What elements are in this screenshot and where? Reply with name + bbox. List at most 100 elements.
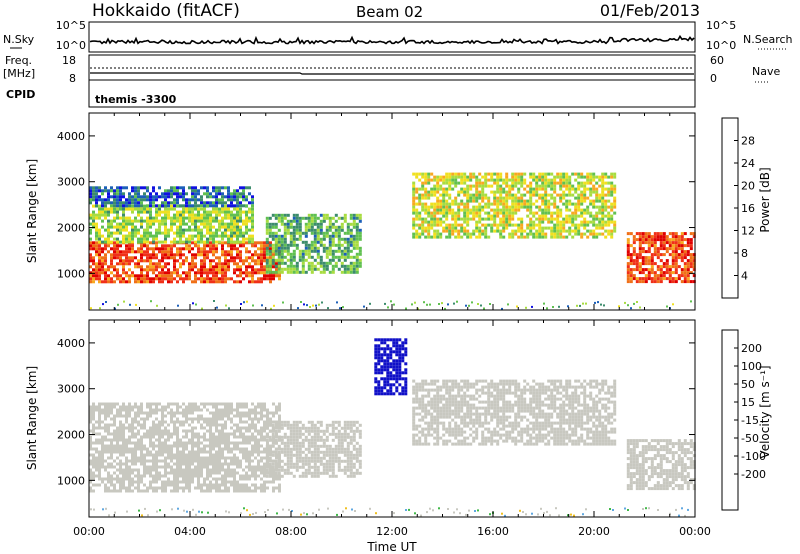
power-cell [586, 181, 590, 185]
power-cell [176, 271, 179, 275]
power-cell [140, 216, 143, 220]
power-cell [239, 204, 242, 208]
power-cell [179, 222, 182, 226]
power-cell [520, 235, 524, 239]
power-cell [248, 250, 251, 254]
velocity-cell [274, 468, 278, 472]
velocity-cell [277, 462, 281, 466]
power-cell [511, 223, 515, 227]
power-cell [128, 280, 131, 284]
power-cell [233, 195, 236, 199]
power-cell [448, 181, 452, 185]
power-cell [182, 210, 185, 214]
power-cell [152, 271, 155, 275]
velocity-cell [98, 468, 101, 472]
power-cell [149, 225, 152, 229]
power-cell [568, 187, 572, 191]
power-cell [496, 205, 500, 209]
power-cell [331, 234, 335, 238]
power-cell [346, 225, 350, 229]
power-cell [424, 226, 428, 230]
power-cell [546, 307, 548, 310]
power-cell [577, 184, 581, 188]
power-cell [516, 305, 518, 308]
power-cell [286, 249, 290, 253]
power-cell [427, 226, 431, 230]
power-cell [418, 196, 422, 200]
velocity-cell [191, 420, 194, 424]
power-cell [227, 228, 230, 232]
power-cell [438, 303, 440, 305]
power-cell [185, 192, 188, 196]
power-cell [529, 205, 533, 209]
power-cell [209, 231, 212, 235]
power-cell [520, 181, 524, 185]
power-cell [653, 280, 657, 284]
power-cell [101, 225, 104, 229]
power-cell [430, 202, 434, 206]
velocity-cell [251, 465, 254, 469]
power-cell [146, 280, 149, 284]
velocity-cell [170, 483, 173, 487]
power-cell [203, 234, 206, 238]
velocity-cell [251, 417, 254, 421]
power-cell [505, 175, 509, 179]
power-cell [269, 256, 272, 260]
velocity-cell [170, 432, 173, 436]
power-cell [107, 244, 110, 248]
velocity-cell [260, 438, 263, 442]
power-cell [149, 204, 152, 208]
power-cell [292, 231, 296, 235]
power-cell [424, 229, 428, 233]
power-cell [610, 229, 614, 233]
power-cell [104, 213, 107, 217]
power-cell [158, 250, 161, 254]
velocity-cell [257, 444, 260, 448]
velocity-cell [191, 441, 194, 445]
velocity-cell [212, 441, 215, 445]
power-cell [286, 258, 290, 262]
power-cell [451, 223, 455, 227]
power-cell [568, 232, 572, 236]
power-cell [116, 231, 119, 235]
power-cell [556, 235, 560, 239]
power-cell [89, 259, 92, 263]
power-cell [638, 247, 642, 251]
power-cell [188, 216, 191, 220]
power-cell [312, 304, 314, 307]
velocity-cell [137, 408, 140, 412]
power-cell [92, 213, 95, 217]
power-cell [511, 214, 515, 218]
velocity-cell [271, 459, 275, 463]
power-cell [626, 241, 630, 245]
power-cell [343, 252, 347, 256]
power-cell [224, 277, 227, 281]
power-cell [212, 207, 215, 211]
velocity-cell [185, 429, 188, 433]
velocity-cell [239, 474, 242, 478]
power-cell [313, 213, 317, 217]
power-cell [245, 259, 248, 263]
power-cell [298, 231, 302, 235]
power-cell [137, 189, 140, 193]
power-cell [586, 205, 590, 209]
power-cell [502, 226, 506, 230]
power-cell [245, 265, 248, 269]
power-cell [454, 184, 458, 188]
power-cell [481, 181, 485, 185]
power-cell [493, 181, 497, 185]
power-cell [98, 262, 101, 266]
power-cell [236, 210, 239, 214]
velocity-cell [155, 471, 158, 475]
power-cell [668, 280, 672, 284]
velocity-cell [212, 447, 215, 451]
power-cell [481, 187, 485, 191]
power-cell [304, 243, 308, 247]
power-cell [520, 217, 524, 221]
velocity-cell [176, 474, 179, 478]
power-cell [122, 250, 125, 254]
power-cell [92, 210, 95, 214]
power-cell [295, 219, 299, 223]
power-cell [176, 253, 179, 257]
power-cell [529, 190, 533, 194]
